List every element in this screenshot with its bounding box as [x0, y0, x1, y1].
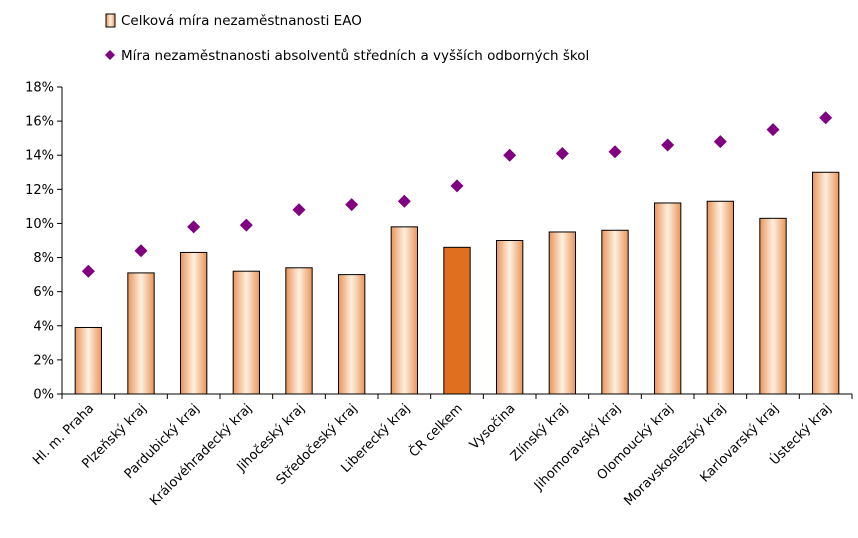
bar	[706, 200, 735, 395]
bar	[443, 246, 471, 395]
bar	[180, 251, 208, 395]
x-tick-label: Moravskoslezský kraj	[621, 401, 729, 509]
marker-point	[766, 123, 780, 137]
marker-point	[713, 135, 727, 149]
legend-bar-label: Celková míra nezaměstnanosti EAO	[121, 13, 362, 29]
marker-point	[661, 138, 675, 152]
marker-point	[81, 264, 95, 278]
y-tick-label: 6%	[33, 285, 54, 300]
y-tick-label: 18%	[25, 81, 54, 96]
bar	[338, 274, 366, 395]
y-tick-label: 4%	[33, 319, 54, 334]
y-tick-label: 12%	[25, 183, 54, 198]
bar	[548, 231, 577, 395]
marker-point	[239, 218, 253, 232]
y-tick-label: 16%	[25, 115, 54, 130]
legend-bar-swatch	[105, 13, 116, 28]
legend: Celková míra nezaměstnanosti EAO Míra ne…	[105, 13, 589, 64]
x-tick-label: Královéhradecký kraj	[147, 401, 255, 509]
bar	[601, 229, 629, 395]
x-tick-label: Jihomoravský kraj	[531, 401, 624, 494]
marker-point	[555, 147, 569, 161]
bar	[74, 326, 102, 395]
marker-point	[187, 220, 201, 234]
marker-point	[819, 111, 833, 125]
bar	[232, 270, 261, 395]
bar	[812, 171, 840, 395]
legend-marker-swatch	[105, 50, 115, 60]
bar-series	[74, 171, 840, 395]
marker-point	[503, 148, 517, 162]
bar	[390, 226, 418, 395]
y-tick-label: 0%	[33, 388, 54, 403]
bar	[285, 267, 313, 395]
y-tick-label: 2%	[33, 353, 54, 368]
marker-series	[81, 111, 833, 278]
marker-point	[450, 179, 464, 193]
bar	[654, 202, 682, 395]
bar	[127, 272, 155, 395]
y-tick-label: 10%	[25, 217, 54, 232]
y-tick-label: 8%	[33, 251, 54, 266]
x-tick-label: Vysočina	[467, 401, 519, 453]
y-axis: 0% 2% 4% 6% 8% 10% 12% 14% 16% 18%	[25, 81, 63, 403]
marker-point	[292, 203, 306, 217]
marker-point	[134, 244, 148, 258]
marker-point	[345, 198, 359, 212]
x-tick-label: ČR celkem	[406, 401, 466, 461]
marker-point	[608, 145, 622, 159]
bar	[496, 240, 524, 395]
y-tick-label: 14%	[25, 149, 54, 164]
marker-point	[397, 194, 411, 208]
legend-marker-label: Míra nezaměstnanosti absolventů středníc…	[121, 48, 589, 64]
bar	[759, 217, 787, 395]
